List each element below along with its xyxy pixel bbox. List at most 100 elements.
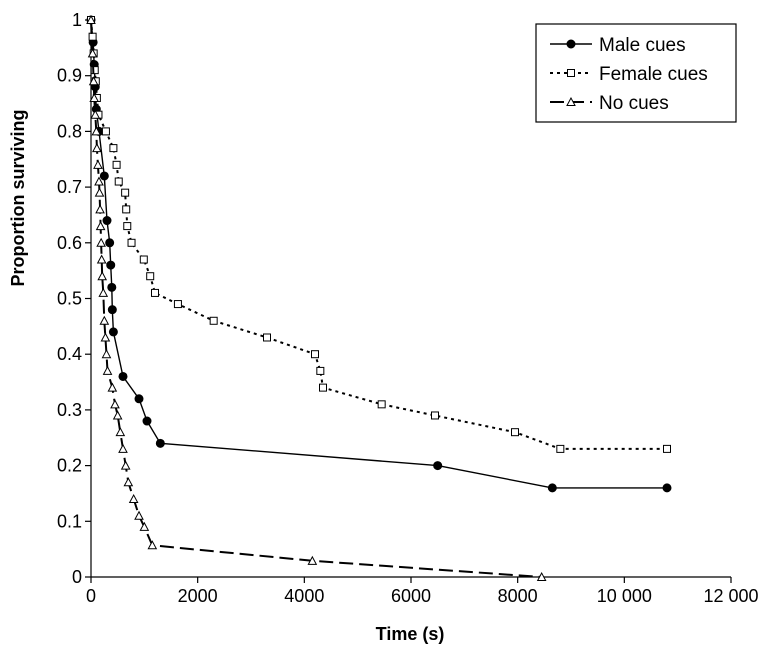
data-point-no-cues: [88, 76, 99, 86]
data-point-female-cues: [316, 366, 325, 375]
data-point-male-cues: [118, 371, 128, 381]
data-point-no-cues: [115, 427, 126, 437]
y-ticks: 0 0.1 0.2 0.3 0.4 0.5 0.6 0.7 0.8 0.9 1: [57, 10, 91, 587]
data-point-no-cues: [107, 382, 118, 392]
data-point-no-cues: [118, 443, 128, 453]
legend-entry-male-cues: Male cues: [550, 35, 686, 56]
legend-entries: Male cues Female cues No cues: [550, 35, 708, 114]
data-point-female-cues: [112, 160, 121, 169]
y-tick-label: 0.4: [57, 344, 82, 364]
data-point-male-cues: [433, 461, 443, 471]
x-ticks: 0 2000 4000 6000 8000 10 000 12 000: [86, 577, 759, 606]
data-point-female-cues: [109, 144, 118, 153]
data-point-male-cues: [134, 394, 144, 404]
y-tick-label: 0.5: [57, 289, 82, 309]
x-axis-title: Time (s): [376, 624, 445, 644]
x-tick-label: 0: [86, 586, 96, 606]
data-point-female-cues: [311, 350, 319, 359]
data-point-no-cues: [87, 48, 98, 58]
data-point-male-cues: [99, 171, 109, 181]
data-point-female-cues: [123, 222, 132, 231]
data-point-no-cues: [98, 287, 109, 297]
legend-marker-male-cues: [566, 39, 576, 49]
data-point-female-cues: [151, 288, 159, 297]
y-tick-label: 1: [72, 10, 82, 30]
y-tick-label: 0.2: [57, 456, 82, 476]
y-tick-label: 0.9: [57, 66, 82, 86]
series-no-cues: [86, 14, 547, 581]
data-point-female-cues: [88, 32, 97, 41]
x-tick-label: 2000: [178, 586, 218, 606]
plot-series: [86, 14, 672, 581]
data-point-no-cues: [95, 204, 105, 214]
data-point-female-cues: [139, 255, 148, 264]
data-point-no-cues: [134, 510, 144, 520]
data-point-no-cues: [139, 521, 150, 531]
data-point-no-cues: [92, 143, 102, 153]
data-point-no-cues: [307, 555, 318, 565]
x-tick-label: 10 000: [597, 586, 652, 606]
y-tick-label: 0.8: [57, 121, 82, 141]
data-point-female-cues: [431, 411, 439, 420]
data-point-female-cues: [263, 333, 271, 342]
data-point-male-cues: [107, 282, 117, 292]
data-point-no-cues: [100, 332, 111, 342]
data-point-no-cues: [101, 349, 112, 359]
data-point-no-cues: [147, 540, 158, 550]
data-point-female-cues: [511, 428, 519, 437]
y-tick-label: 0.7: [57, 177, 82, 197]
y-tick-label: 0: [72, 567, 82, 587]
data-point-no-cues: [97, 271, 108, 281]
legend-marker-female-cues: [567, 69, 575, 77]
data-point-female-cues: [90, 66, 99, 75]
data-point-no-cues: [536, 571, 547, 581]
data-point-female-cues: [101, 127, 110, 136]
legend: Male cues Female cues No cues: [535, 23, 737, 123]
x-tick-label: 8000: [498, 586, 538, 606]
data-point-female-cues: [556, 444, 565, 453]
data-point-female-cues: [663, 444, 671, 453]
data-point-no-cues: [96, 254, 107, 264]
data-point-male-cues: [105, 238, 115, 248]
data-point-male-cues: [142, 416, 152, 426]
data-point-no-cues: [110, 399, 120, 409]
data-point-no-cues: [93, 159, 103, 169]
y-tick-label: 0.1: [57, 511, 82, 531]
data-point-male-cues: [106, 260, 116, 270]
data-point-no-cues: [102, 365, 113, 375]
data-point-no-cues: [96, 237, 106, 247]
data-point-no-cues: [94, 187, 105, 197]
data-point-female-cues: [122, 205, 131, 214]
y-tick-label: 0.6: [57, 233, 82, 253]
legend-label-no-cues: No cues: [599, 93, 669, 114]
data-point-female-cues: [121, 188, 130, 197]
data-point-female-cues: [209, 316, 218, 325]
data-point-female-cues: [127, 238, 136, 247]
data-point-male-cues: [102, 216, 112, 226]
y-tick-label: 0.3: [57, 400, 82, 420]
data-point-no-cues: [112, 410, 123, 420]
data-point-female-cues: [114, 177, 123, 186]
legend-label-female-cues: Female cues: [599, 64, 708, 85]
data-point-no-cues: [89, 92, 100, 102]
axes: 0 2000 4000 6000 8000 10 000 12 000 0 0.1 0.2 0.3…: [57, 10, 759, 606]
data-point-no-cues: [120, 460, 131, 470]
data-point-no-cues: [90, 109, 101, 119]
data-point-male-cues: [108, 327, 118, 337]
legend-label-male-cues: Male cues: [599, 35, 686, 56]
data-point-female-cues: [319, 383, 327, 392]
data-point-no-cues: [95, 221, 106, 231]
data-point-male-cues: [107, 305, 117, 315]
x-tick-label: 12 000: [703, 586, 758, 606]
data-point-no-cues: [128, 493, 139, 504]
data-point-male-cues: [662, 483, 672, 493]
data-point-male-cues: [547, 483, 557, 493]
legend-entry-female-cues: Female cues: [550, 64, 708, 85]
x-tick-label: 4000: [284, 586, 324, 606]
data-point-female-cues: [377, 400, 386, 409]
data-point-no-cues: [86, 14, 96, 24]
data-point-female-cues: [173, 300, 182, 309]
y-axis-title: Proportion surviving: [8, 109, 28, 286]
legend-entry-no-cues: No cues: [550, 93, 669, 114]
